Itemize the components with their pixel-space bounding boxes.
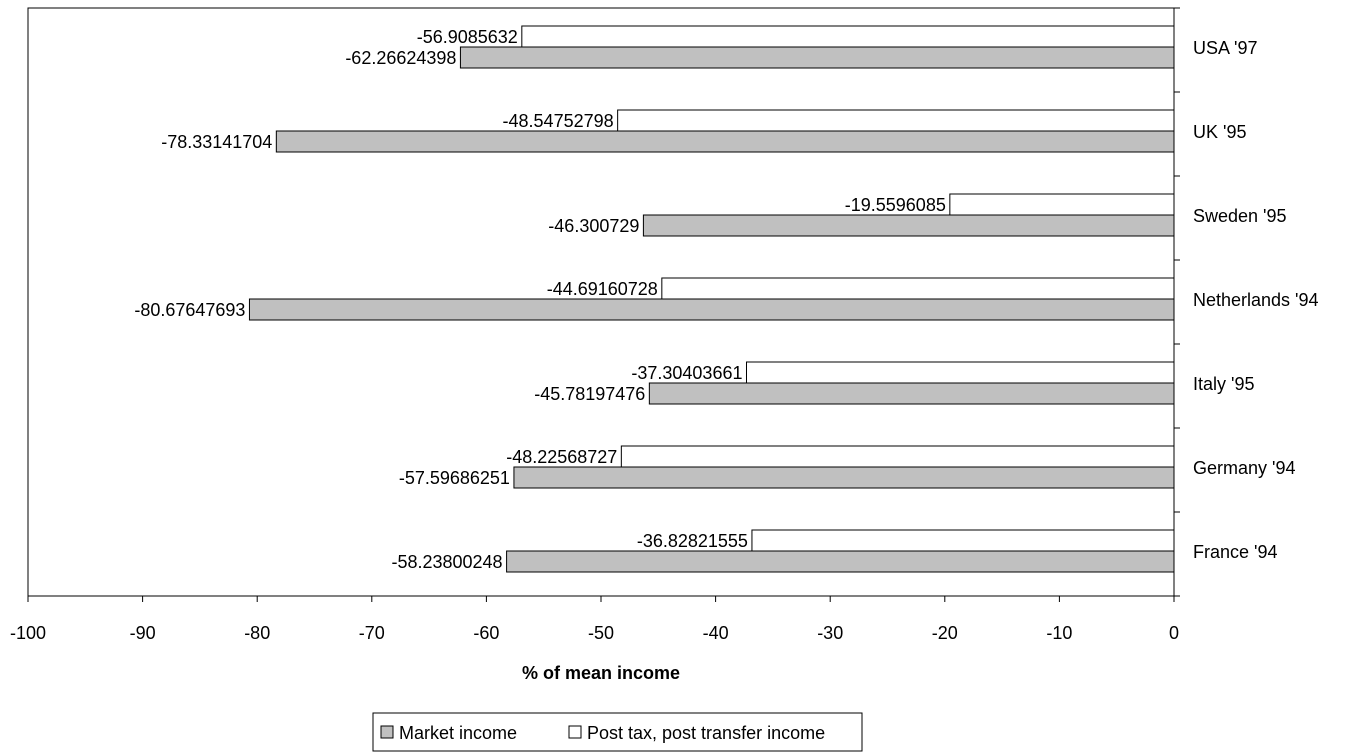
- data-label-market-income-sweden-95: -46.300729: [548, 216, 639, 236]
- legend: Market income Post tax, post transfer in…: [372, 712, 863, 752]
- bar-post-tax-post-transfer-income-italy-95: [745, 361, 1175, 384]
- x-axis: -100 -90 -80 -70 -60 -50 -40 -30 -20 -10 0: [10, 596, 1179, 643]
- bar-post-tax-post-transfer-income-uk-95: [617, 109, 1175, 132]
- data-label-market-income-france-94: -58.23800248: [391, 552, 502, 572]
- data-label-post-tax-post-transfer-income-usa-97: -56.9085632: [417, 27, 518, 47]
- data-label-market-income-germany-94: -57.59686251: [399, 468, 510, 488]
- bar-market-income-italy-95: [648, 382, 1175, 405]
- bar-post-tax-post-transfer-income-sweden-95: [949, 193, 1175, 216]
- x-tick-label: -90: [130, 623, 156, 643]
- category-label-germany-94: Germany '94: [1193, 458, 1295, 478]
- bar-market-income-france-94: [506, 550, 1175, 573]
- bar-post-tax-post-transfer-income-germany-94: [620, 445, 1175, 468]
- x-tick-label: 0: [1169, 623, 1179, 643]
- category-label-usa-97: USA '97: [1193, 38, 1257, 58]
- category-label-uk-95: UK '95: [1193, 122, 1246, 142]
- data-label-market-income-italy-95: -45.78197476: [534, 384, 645, 404]
- bar-market-income-germany-94: [513, 466, 1175, 489]
- category-label-italy-95: Italy '95: [1193, 374, 1254, 394]
- data-label-post-tax-post-transfer-income-uk-95: -48.54752798: [503, 111, 614, 131]
- legend-swatch-market-income: [380, 725, 394, 739]
- category-label-netherlands-94: Netherlands '94: [1193, 290, 1319, 310]
- data-label-post-tax-post-transfer-income-germany-94: -48.22568727: [506, 447, 617, 467]
- x-tick-label: -70: [359, 623, 385, 643]
- bar-market-income-netherlands-94: [248, 298, 1175, 321]
- category-labels-layer: France '94 Germany '94 Italy '95 Netherland…: [1193, 38, 1319, 562]
- data-label-market-income-uk-95: -78.33141704: [161, 132, 272, 152]
- legend-label-post-tax-income: Post tax, post transfer income: [587, 723, 825, 743]
- x-tick-label: -80: [244, 623, 270, 643]
- category-axis: [1174, 7, 1180, 597]
- bar-market-income-usa-97: [459, 46, 1175, 69]
- legend-box: [372, 712, 863, 752]
- bars-layer: [248, 25, 1175, 573]
- value-labels-layer: -36.82821555 -58.23800248 -48.22568727-57.…: [134, 27, 946, 572]
- data-label-post-tax-post-transfer-income-sweden-95: -19.5596085: [845, 195, 946, 215]
- bar-post-tax-post-transfer-income-usa-97: [521, 25, 1175, 48]
- legend-swatch-post-tax-income: [568, 725, 582, 739]
- bar-market-income-uk-95: [275, 130, 1175, 153]
- data-label-post-tax-post-transfer-income-france-94: -36.82821555: [637, 531, 748, 551]
- x-axis-title: % of mean income: [522, 663, 680, 683]
- data-label-post-tax-post-transfer-income-netherlands-94: -44.69160728: [547, 279, 658, 299]
- x-tick-label: -100: [10, 623, 46, 643]
- x-tick-label: -20: [932, 623, 958, 643]
- x-tick-label: -30: [817, 623, 843, 643]
- bar-post-tax-post-transfer-income-france-94: [751, 529, 1175, 552]
- x-tick-label: -10: [1046, 623, 1072, 643]
- category-label-sweden-95: Sweden '95: [1193, 206, 1287, 226]
- data-label-market-income-usa-97: -62.26624398: [345, 48, 456, 68]
- x-tick-label: -40: [703, 623, 729, 643]
- bar-post-tax-post-transfer-income-netherlands-94: [661, 277, 1175, 300]
- category-label-france-94: France '94: [1193, 542, 1277, 562]
- data-label-market-income-netherlands-94: -80.67647693: [134, 300, 245, 320]
- legend-label-market-income: Market income: [399, 723, 517, 743]
- bar-market-income-sweden-95: [642, 214, 1175, 237]
- data-label-post-tax-post-transfer-income-italy-95: -37.30403661: [631, 363, 742, 383]
- x-tick-label: -50: [588, 623, 614, 643]
- x-tick-label: -60: [473, 623, 499, 643]
